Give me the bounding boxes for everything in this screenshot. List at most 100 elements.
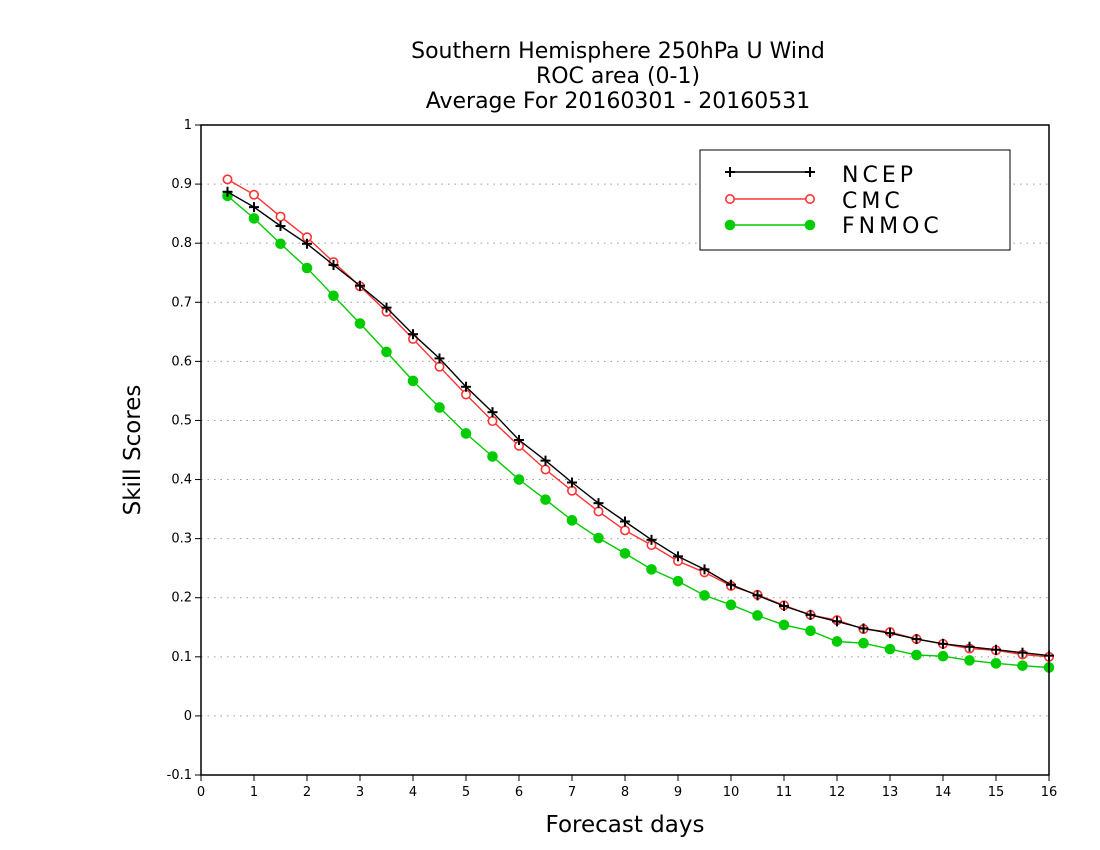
data-point-fnmoc [328,290,339,302]
data-point-fnmoc [460,428,472,439]
data-point-fnmoc [301,262,313,274]
legend-label-cmc: CMC [842,189,904,214]
y-tick-label: 0.4 [171,473,192,488]
data-point-fnmoc [248,213,260,224]
chart-title: Southern Hemisphere 250hPa U Wind ROC ar… [411,39,825,114]
data-point-ncep [964,641,975,652]
data-point-ncep [514,434,524,445]
data-point-ncep [567,477,577,488]
data-point-ncep [461,381,471,392]
data-point-ncep [593,498,604,509]
data-point-ncep [328,260,339,271]
data-point-fnmoc [566,515,578,526]
data-point-ncep [911,634,922,645]
data-point-ncep [938,638,948,649]
legend-marker-ncep [805,167,815,177]
data-point-cmc [434,361,445,372]
series-line-fnmoc [227,195,1050,669]
plot-area-frame [200,124,1050,776]
legend-swatch-cmc [724,194,815,205]
data-point-fnmoc [354,318,366,329]
x-tick-label: 13 [882,785,899,800]
x-tick-label: 14 [935,785,952,800]
data-point-fnmoc [725,599,737,611]
data-point-ncep [991,644,1001,655]
data-point-ncep [249,202,259,213]
x-tick-label: 1 [250,785,258,800]
data-point-ncep [381,302,392,313]
data-point-cmc [593,506,604,517]
legend: NCEP CMC FNMOC [699,149,1011,251]
y-tick-label: 0.7 [171,295,192,310]
y-tick-label: 0.9 [171,177,192,192]
x-tick-label: 10 [723,785,740,800]
data-point-fnmoc [275,238,286,250]
data-point-fnmoc [884,643,896,655]
x-tick-label: 5 [462,785,470,800]
x-tick-label: 16 [1041,785,1058,800]
data-point-fnmoc [619,548,631,559]
series-fnmoc [222,190,1055,673]
x-tick-label: 4 [409,785,417,800]
chart-title-line-1: Southern Hemisphere 250hPa U Wind [411,39,825,64]
x-tick-label: 9 [674,785,682,800]
legend-marker-ncep [725,167,735,177]
y-tick-label: 0.8 [171,236,192,251]
data-point-ncep [1017,647,1028,658]
legend-label-ncep: NCEP [842,163,917,188]
y-axis-label: Skill Scores [120,385,146,516]
legend-swatch-fnmoc [724,219,816,231]
y-tick-label: 0.2 [171,591,192,606]
x-tick-label: 6 [515,785,523,800]
gridlines [201,183,1049,717]
y-tick-label: -0.1 [167,768,192,783]
data-point-ncep [302,238,312,249]
data-point-fnmoc [911,649,922,661]
y-tick-label: 0.1 [171,650,192,665]
x-tick-label: 15 [988,785,1005,800]
data-point-fnmoc [672,575,684,587]
chart-title-line-2: ROC area (0-1) [536,64,700,89]
x-tick-label: 11 [776,785,793,800]
data-point-fnmoc [646,564,657,575]
data-point-ncep [646,534,657,545]
axis-ticks: -0.100.10.20.30.40.50.60.70.80.910 1 2 3 4 5 6… [167,118,1058,800]
series-line-ncep [227,191,1050,657]
y-tick-label: 0 [184,709,192,724]
legend-swatch-ncep [725,167,815,177]
x-tick-label: 0 [197,785,205,800]
data-point-ncep [620,516,630,527]
data-point-cmc [540,464,551,475]
data-point-fnmoc [937,650,949,662]
data-point-ncep [275,221,286,232]
legend-label-fnmoc: FNMOC [842,214,943,239]
y-tick-label: 0.5 [171,413,192,428]
y-tick-label: 0.6 [171,354,192,369]
y-tick-label: 1 [184,118,192,133]
legend-marker-cmc [724,194,735,205]
data-series [222,174,1055,673]
series-line-cmc [227,178,1050,658]
data-point-fnmoc [990,658,1002,669]
legend-marker-fnmoc [804,219,816,231]
data-point-ncep [832,616,842,627]
x-tick-label: 12 [829,785,846,800]
data-point-cmc [487,416,498,427]
data-point-cmc [566,485,577,496]
data-point-cmc [619,525,630,536]
legend-swatches [724,167,816,231]
data-point-ncep [487,407,498,418]
data-point-cmc [249,189,260,200]
data-point-fnmoc [434,402,445,413]
data-point-fnmoc [858,637,869,649]
data-point-ncep [408,329,418,340]
data-point-fnmoc [805,625,816,637]
data-point-fnmoc [407,375,419,387]
data-point-fnmoc [487,451,498,462]
data-point-ncep [752,590,763,601]
data-point-fnmoc [964,655,975,666]
data-point-fnmoc [831,636,843,647]
data-point-ncep [540,455,551,466]
legend-marker-fnmoc [724,219,736,231]
